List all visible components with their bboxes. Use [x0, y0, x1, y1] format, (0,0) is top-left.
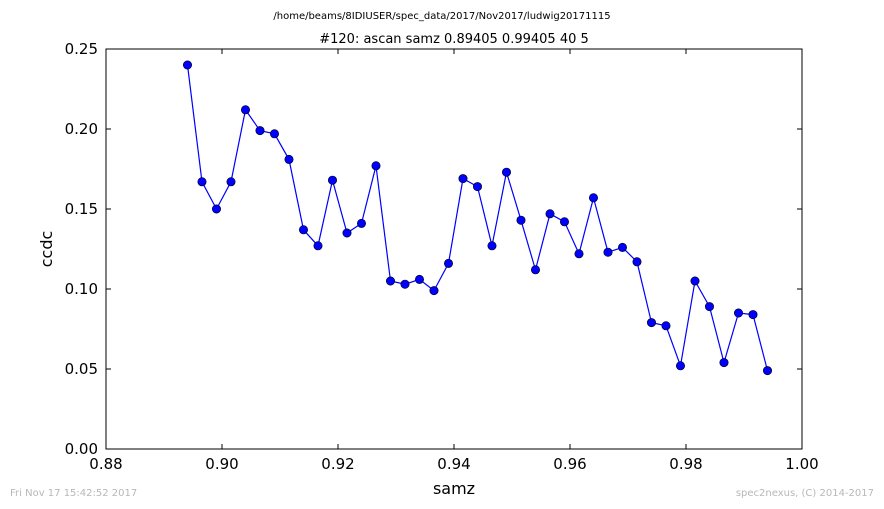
- footer-timestamp: Fri Nov 17 15:42:52 2017: [10, 488, 138, 499]
- data-point: [530, 265, 540, 275]
- data-point: [661, 321, 671, 331]
- series-layer: [182, 60, 772, 376]
- data-point: [240, 105, 250, 115]
- x-tick-label: 0.96: [553, 455, 586, 473]
- data-point: [356, 218, 366, 228]
- x-axis-label: samz: [433, 479, 475, 498]
- data-point: [284, 154, 294, 164]
- y-tick-label: 0.00: [65, 440, 98, 458]
- x-tick-label: 0.92: [321, 455, 354, 473]
- data-point: [588, 193, 598, 203]
- footer-credit: spec2nexus, (C) 2014-2017: [735, 488, 874, 499]
- chart-suptitle: /home/beams/8IDIUSER/spec_data/2017/Nov2…: [273, 11, 610, 22]
- data-point: [269, 129, 279, 139]
- y-tick-label: 0.05: [65, 360, 98, 378]
- data-point: [371, 161, 381, 171]
- data-point: [182, 60, 192, 70]
- x-tick-label: 0.90: [205, 455, 238, 473]
- data-point: [443, 258, 453, 268]
- x-tick-label: 1.00: [785, 455, 818, 473]
- data-point: [400, 279, 410, 289]
- data-point: [414, 274, 424, 284]
- data-point: [429, 286, 439, 296]
- data-point: [298, 225, 308, 235]
- data-point: [211, 204, 221, 214]
- data-point: [545, 209, 555, 219]
- y-axis: 0.00 0.05 0.10 0.15 0.20 0.25: [65, 40, 802, 458]
- data-point: [603, 247, 613, 257]
- data-point: [762, 366, 772, 376]
- data-point: [559, 217, 569, 227]
- data-point: [690, 276, 700, 286]
- data-point: [255, 126, 265, 136]
- plot-area: [105, 48, 803, 450]
- data-point: [748, 310, 758, 320]
- y-tick-label: 0.25: [65, 40, 98, 58]
- data-point: [327, 175, 337, 185]
- data-point: [617, 242, 627, 252]
- data-point: [646, 318, 656, 328]
- data-point: [733, 308, 743, 318]
- data-point: [472, 182, 482, 192]
- data-point: [704, 302, 714, 312]
- data-point: [385, 276, 395, 286]
- x-tick-label: 0.94: [437, 455, 470, 473]
- y-tick-label: 0.10: [65, 280, 98, 298]
- data-point: [719, 358, 729, 368]
- x-tick-label: 0.88: [89, 455, 122, 473]
- y-axis-label: ccdc: [37, 231, 56, 268]
- data-point: [197, 177, 207, 187]
- data-point: [342, 228, 352, 238]
- data-point: [313, 241, 323, 251]
- data-point: [226, 177, 236, 187]
- y-tick-label: 0.15: [65, 200, 98, 218]
- data-point: [487, 241, 497, 251]
- data-point: [501, 167, 511, 177]
- data-point: [458, 174, 468, 184]
- data-point: [675, 361, 685, 371]
- data-point: [516, 215, 526, 225]
- x-axis: 0.88 0.90 0.92 0.94 0.96 0.98 1.00: [89, 49, 819, 473]
- data-point: [632, 257, 642, 267]
- chart-title: #120: ascan samz 0.89405 0.99405 40 5: [319, 32, 589, 47]
- data-point: [574, 249, 584, 259]
- y-tick-label: 0.20: [65, 120, 98, 138]
- x-tick-label: 0.98: [669, 455, 702, 473]
